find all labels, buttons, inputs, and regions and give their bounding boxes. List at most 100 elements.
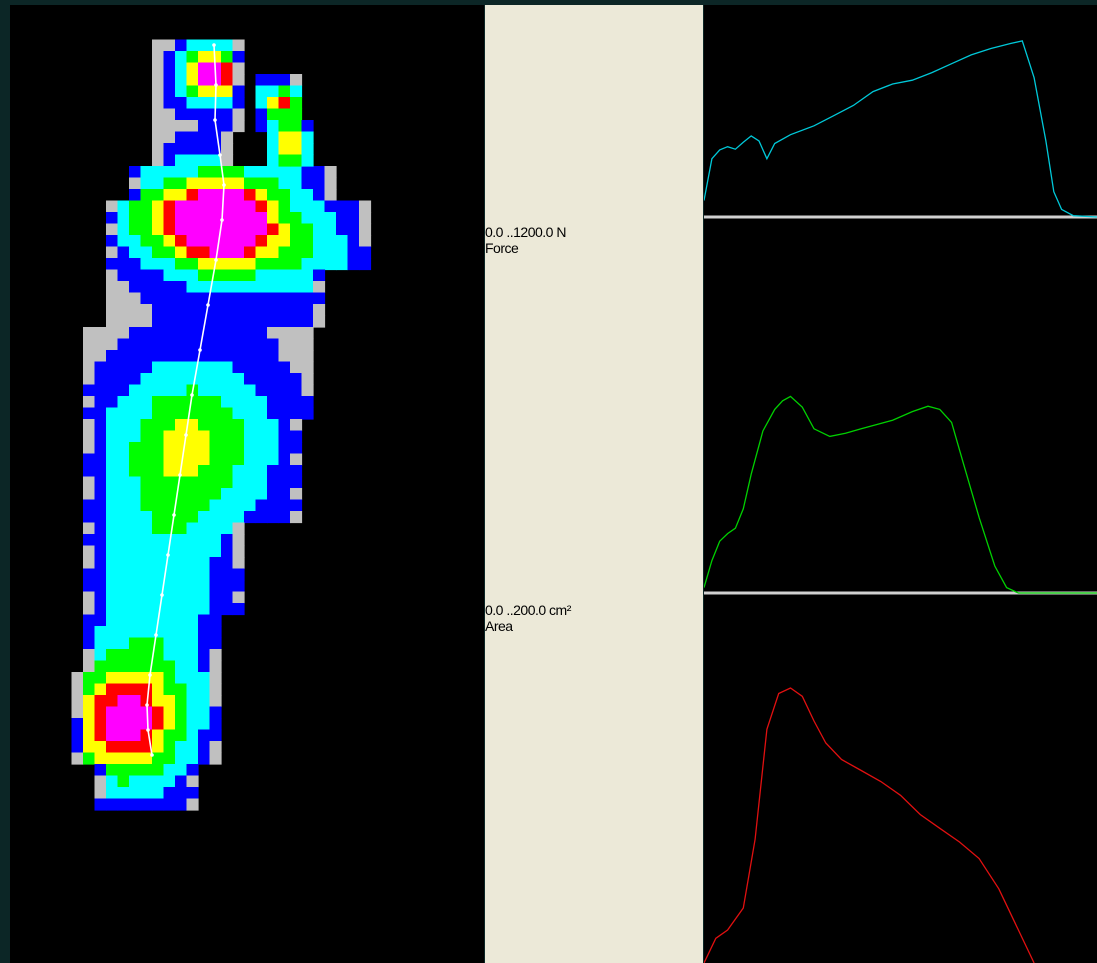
pressure-cell [290,396,302,408]
pressure-cell [210,385,222,397]
time-series-graphs[interactable] [704,5,1097,963]
pressure-cell [175,327,187,339]
cop-point [214,258,218,262]
pressure-cell [152,189,164,201]
pressure-cell [83,523,95,535]
pressure-cell [106,764,118,776]
pressure-cell [152,603,164,615]
pressure-cell [141,592,153,604]
pressure-cell [336,201,348,213]
pressure-cell [152,557,164,569]
pressure-cell [256,201,268,213]
pressure-cell [302,120,314,132]
pressure-cell [106,500,118,512]
cop-point [218,153,222,157]
pressure-cell [256,442,268,454]
pressure-cell [187,316,199,328]
pressure-cell [221,419,233,431]
pressure-cell [118,661,130,673]
pressure-cell [118,718,130,730]
pressure-cell [141,224,153,236]
pressure-cell [164,488,176,500]
pressure-cell [106,626,118,638]
pressure-cell [129,419,141,431]
pressure-cell [187,350,199,362]
pressure-cell [210,304,222,316]
pressure-cell [175,741,187,753]
pressure-cell [106,442,118,454]
pressure-cell [152,787,164,799]
pressure-cell [118,201,130,213]
pressure-cell [290,488,302,500]
pressure-cell [359,224,371,236]
pressure-cell [164,454,176,466]
pressure-cell [279,431,291,443]
pressure-cell [210,523,222,535]
pressure-cell [129,247,141,259]
pressure-cell [279,143,291,155]
pressure-cell [129,523,141,535]
pressure-cell [106,661,118,673]
pressure-cell [198,385,210,397]
pressure-cell [210,293,222,305]
pressure-cell [198,270,210,282]
pressure-cell [141,569,153,581]
pressure-cell [141,270,153,282]
pressure-cell [175,235,187,247]
pressure-cell [302,132,314,144]
pressure-cell [106,787,118,799]
pressure-cell [267,132,279,144]
pressure-cell [175,143,187,155]
pressure-cell [129,350,141,362]
pressure-cell [106,235,118,247]
pressure-cell [256,212,268,224]
pressure-cell [267,166,279,178]
pressure-cell [290,97,302,109]
pressure-cell [129,281,141,293]
pressure-cell [83,373,95,385]
pressure-cell [221,362,233,374]
pressure-cell [164,419,176,431]
pressure-cell [95,626,107,638]
pressure-cell [279,258,291,270]
pressure-cell [313,293,325,305]
pressure-cell [141,511,153,523]
pressure-cell [164,707,176,719]
cop-point [160,593,164,597]
cop-point [206,303,210,307]
pressure-cell [279,132,291,144]
pressure-cell [187,672,199,684]
pressure-cell [175,373,187,385]
pressure-cell [164,235,176,247]
pressure-cell [233,270,245,282]
pressure-cell [198,580,210,592]
pressure-cell [290,408,302,420]
pressure-cell [221,258,233,270]
pressure-cell [279,500,291,512]
pressure-cell [129,534,141,546]
pressure-cell [187,718,199,730]
pressure-cell [106,488,118,500]
pressure-cell [198,511,210,523]
pressure-cell [244,166,256,178]
pressure-cell [244,339,256,351]
pressure-cell [233,534,245,546]
pressure-cell [152,396,164,408]
pressure-cell [95,603,107,615]
pressure-cell [198,672,210,684]
pressure-cell [106,684,118,696]
pressure-cell [187,730,199,742]
pressure-cell [152,270,164,282]
pressure-cell [290,350,302,362]
pressure-cell [256,166,268,178]
pressure-cell [175,132,187,144]
pressure-footprint-view[interactable] [10,5,484,963]
pressure-cell [129,649,141,661]
pressure-cell [221,120,233,132]
pressure-cell [256,373,268,385]
pressure-cell [198,189,210,201]
pressure-cell [198,74,210,86]
pressure-cell [290,419,302,431]
pressure-cell [83,580,95,592]
pressure-cell [221,511,233,523]
